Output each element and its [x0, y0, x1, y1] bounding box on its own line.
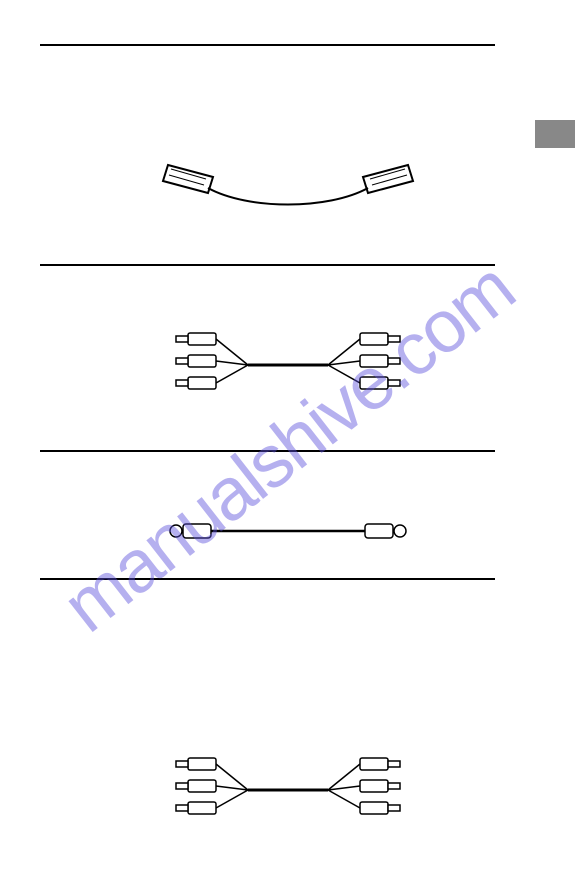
- watermark-text: manualshive.com: [46, 245, 528, 648]
- divider: [40, 264, 495, 266]
- scart-cable-icon: [158, 155, 418, 215]
- side-tab: [535, 120, 575, 148]
- divider: [40, 578, 495, 580]
- divider: [40, 44, 495, 46]
- page: manualshive.com: [0, 0, 575, 893]
- divider: [40, 450, 495, 452]
- triple-rca-cable-icon: [158, 325, 418, 405]
- component-cable-icon: [158, 750, 418, 830]
- svideo-cable-icon: [158, 518, 418, 548]
